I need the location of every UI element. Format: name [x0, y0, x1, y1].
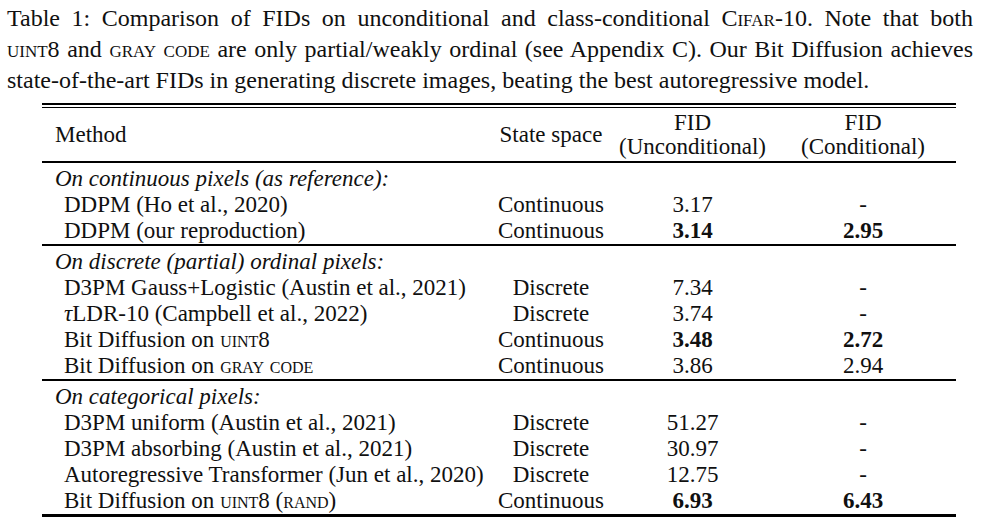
fid-conditional-cell: - [770, 192, 956, 218]
table-row: DDPM (Ho et al., 2020) Continuous3.17- [42, 192, 956, 218]
text-segment: rand [283, 488, 328, 513]
header-line-fid: FID [615, 111, 770, 135]
table-row: D3PM Gauss+Logistic (Austin et al., 2021… [42, 275, 956, 301]
fid-unconditional-cell: 3.86 [615, 353, 770, 379]
paper-table: Method State space FID (Unconditional) F… [42, 103, 956, 517]
method-cell: D3PM uniform (Austin et al., 2021) [42, 410, 487, 436]
text-segment: Autoregressive Transformer (Jun et al., … [64, 462, 484, 487]
text-segment: gray code [220, 353, 313, 378]
text-segment: . Note that both [807, 5, 973, 31]
text-segment: state-of-the-art FIDs in generating disc… [7, 67, 869, 93]
table-section: On categorical pixels:D3PM uniform (Aust… [42, 381, 956, 514]
table-row: Bit Diffusion on uint8 (rand)Continuous6… [42, 488, 956, 514]
method-cell: DDPM (our reproduction) [42, 218, 487, 244]
text-segment: D3PM Gauss+Logistic (Austin et al., 2021… [64, 275, 466, 300]
fid-unconditional-cell: 3.74 [615, 301, 770, 327]
fid-conditional-cell: - [770, 410, 956, 436]
state-space-cell: Continuous [487, 327, 615, 353]
fid-conditional-cell: - [770, 462, 956, 488]
state-space-cell: Continuous [487, 488, 615, 514]
state-space-cell: Discrete [487, 436, 615, 462]
state-space-cell: Continuous [487, 192, 615, 218]
state-space-cell: Discrete [487, 410, 615, 436]
state-space-cell: Discrete [487, 462, 615, 488]
header-line-conditional: (Conditional) [770, 135, 956, 159]
fid-unconditional-cell: 30.97 [615, 436, 770, 462]
section-title: On continuous pixels (as reference): [42, 166, 956, 192]
fid-conditional-cell: 6.43 [770, 488, 956, 514]
table-row: Bit Diffusion on uint8Continuous3.482.72 [42, 327, 956, 353]
method-cell: Bit Diffusion on uint8 [42, 327, 487, 353]
caption-line: uint8 and gray code are only partial/wea… [7, 34, 973, 65]
text-segment: Bit Diffusion on [64, 353, 220, 378]
caption-line: state-of-the-art FIDs in generating disc… [7, 65, 973, 96]
text-segment: Bit Diffusion on [64, 327, 220, 352]
text-segment: DDPM (Ho et al., 2020) [64, 192, 288, 217]
text-segment: are only partial/weakly ordinal (see App… [210, 36, 973, 62]
fid-conditional-cell: 2.95 [770, 218, 956, 244]
method-cell: τLDR-10 (Campbell et al., 2022) [42, 301, 487, 327]
table-row: D3PM uniform (Austin et al., 2021) Discre… [42, 410, 956, 436]
section-title: On discrete (partial) ordinal pixels: [42, 249, 956, 275]
table-header-row: Method State space FID (Unconditional) F… [42, 108, 956, 161]
col-header-state-space: State space [487, 122, 615, 148]
top-rule [42, 103, 956, 105]
text-segment: Bit Diffusion on [64, 488, 220, 513]
text-segment: uint8 [220, 327, 270, 352]
fid-unconditional-cell: 3.17 [615, 192, 770, 218]
text-segment: D3PM absorbing (Austin et al., 2021) [64, 436, 412, 461]
table-body: On continuous pixels (as reference):DDPM… [42, 163, 956, 514]
section-title: On categorical pixels: [42, 384, 956, 410]
table-row: DDPM (our reproduction) Continuous3.142.9… [42, 218, 956, 244]
fid-conditional-cell: - [770, 436, 956, 462]
text-segment: uint8 [7, 36, 60, 62]
header-line-unconditional: (Unconditional) [615, 135, 770, 159]
text-segment: uint8 [220, 488, 270, 513]
state-space-cell: Discrete [487, 301, 615, 327]
fid-unconditional-cell: 12.75 [615, 462, 770, 488]
text-segment: D3PM uniform (Austin et al., 2021) [64, 410, 396, 435]
method-cell: Bit Diffusion on uint8 (rand) [42, 488, 487, 514]
table-section: On continuous pixels (as reference):DDPM… [42, 163, 956, 244]
fid-unconditional-cell: 3.48 [615, 327, 770, 353]
state-space-cell: Discrete [487, 275, 615, 301]
fid-unconditional-cell: 7.34 [615, 275, 770, 301]
method-cell: Bit Diffusion on gray code [42, 353, 487, 379]
table-row: Autoregressive Transformer (Jun et al., … [42, 462, 956, 488]
table-row: τLDR-10 (Campbell et al., 2022)Discrete3… [42, 301, 956, 327]
text-segment: Cifar-10 [721, 5, 806, 31]
fid-conditional-cell: 2.72 [770, 327, 956, 353]
method-cell: D3PM Gauss+Logistic (Austin et al., 2021… [42, 275, 487, 301]
state-space-cell: Continuous [487, 218, 615, 244]
caption-line: Table 1: Comparison of FIDs on unconditi… [7, 3, 973, 34]
col-header-fid-unconditional: FID (Unconditional) [615, 111, 770, 159]
text-segment: τ [64, 301, 72, 326]
page: { "colors": { "text": "#101010", "backgr… [0, 0, 981, 521]
fid-conditional-cell: - [770, 275, 956, 301]
text-segment: and [60, 36, 110, 62]
text-segment: ) [329, 488, 337, 513]
text-segment: gray code [109, 36, 209, 62]
table-row: Bit Diffusion on gray codeContinuous3.86… [42, 353, 956, 379]
table-section: On discrete (partial) ordinal pixels:D3P… [42, 246, 956, 379]
text-segment: DDPM (our reproduction) [64, 218, 305, 243]
bottom-rule [42, 514, 956, 517]
state-space-cell: Continuous [487, 353, 615, 379]
fid-unconditional-cell: 6.93 [615, 488, 770, 514]
method-cell: Autoregressive Transformer (Jun et al., … [42, 462, 487, 488]
text-segment: Table 1: Comparison of FIDs on unconditi… [7, 5, 721, 31]
table-row: D3PM absorbing (Austin et al., 2021) Disc… [42, 436, 956, 462]
text-segment: LDR-10 (Campbell et al., 2022) [72, 301, 367, 326]
method-cell: D3PM absorbing (Austin et al., 2021) [42, 436, 487, 462]
col-header-method: Method [42, 122, 487, 148]
fid-unconditional-cell: 51.27 [615, 410, 770, 436]
header-line-fid: FID [770, 111, 956, 135]
fid-conditional-cell: - [770, 301, 956, 327]
col-header-fid-conditional: FID (Conditional) [770, 111, 956, 159]
text-segment: ( [270, 488, 283, 513]
method-cell: DDPM (Ho et al., 2020) [42, 192, 487, 218]
table-caption: Table 1: Comparison of FIDs on unconditi… [7, 3, 973, 96]
fid-unconditional-cell: 3.14 [615, 218, 770, 244]
fid-conditional-cell: 2.94 [770, 353, 956, 379]
